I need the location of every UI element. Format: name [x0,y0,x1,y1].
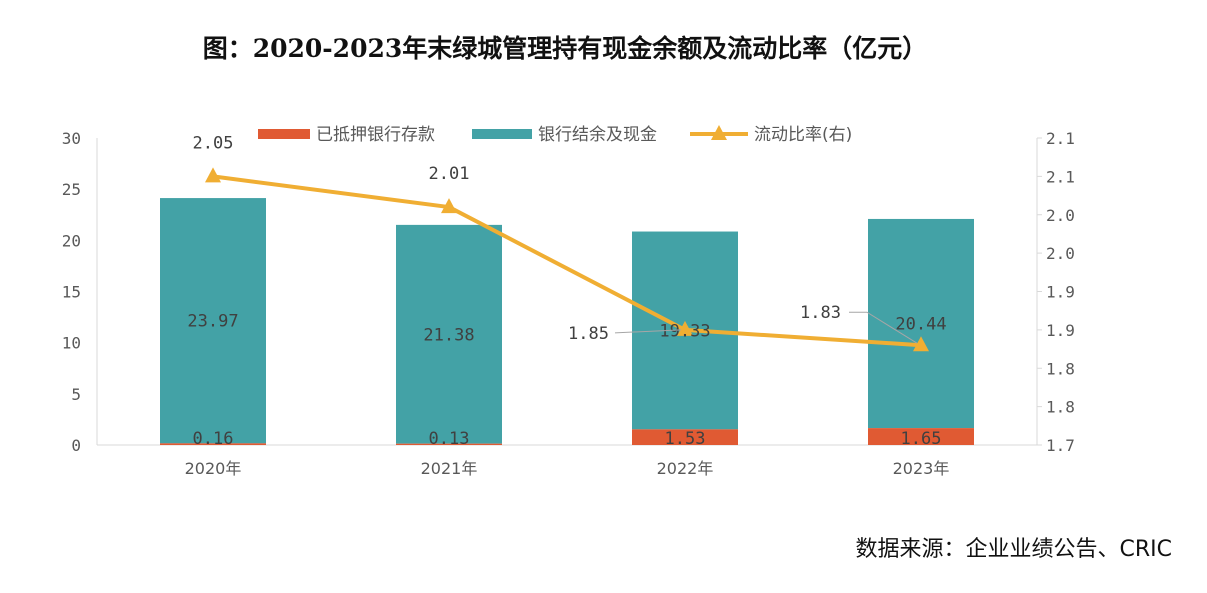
legend-label-pledged: 已抵押银行存款 [316,125,435,145]
source-note: 数据来源：企业业绩公告、CRIC [856,537,1173,562]
bar-label-pledged-deposit: 0.16 [193,429,234,449]
chart-title: 图：2020-2023年末绿城管理持有现金余额及流动比率（亿元） [203,34,928,63]
right-tick-label: 2.1 [1046,129,1075,148]
data-labels: 23.97 0.16 21.38 0.13 19.33 1.53 20.44 1.65 2.05… [187,133,946,449]
bar-bank-balance [396,224,502,444]
ratio-label: 2.01 [429,164,470,184]
x-tick-label: 2020年 [185,459,242,478]
legend: 已抵押银行存款 银行结余及现金 流动比率(右) [258,125,852,145]
x-tick-label: 2021年 [421,459,478,478]
bar-label-pledged-deposit: 1.65 [901,429,942,449]
bar-label-bank-balance: 20.44 [895,315,946,335]
bar-pledged-deposit [632,429,738,445]
ratio-label: 2.05 [193,133,234,153]
bar-label-bank-balance: 21.38 [423,325,474,345]
legend-label-ratio: 流动比率(右) [754,125,852,145]
axes: 0 5 10 15 20 25 30 1.7 1.8 1.8 1.9 1.9 2.0 2.0 2.1 2.1 2… [62,129,1075,478]
legend-swatch-balance [472,129,532,139]
bars [160,198,974,445]
legend-label-balance: 银行结余及现金 [538,125,657,145]
x-tick-label: 2022年 [657,459,714,478]
left-tick-label: 0 [71,436,81,455]
right-tick-label: 1.9 [1046,321,1075,340]
x-tick-label: 2023年 [893,459,950,478]
left-tick-label: 10 [62,334,81,353]
ratio-line [205,167,929,352]
bar-label-pledged-deposit: 0.13 [429,429,470,449]
ratio-marker [913,336,929,352]
right-tick-label: 2.0 [1046,206,1075,225]
right-tick-label: 1.8 [1046,359,1075,378]
left-tick-label: 20 [62,231,81,250]
left-tick-label: 25 [62,180,81,199]
right-tick-label: 1.7 [1046,436,1075,455]
bar-label-bank-balance: 23.97 [187,312,238,332]
bar-pledged-deposit [160,443,266,445]
ratio-leader-line [849,311,918,344]
ratio-label: 1.85 [568,324,609,344]
ratio-label: 1.83 [800,303,841,323]
ratio-marker [205,167,221,183]
ratio-marker [677,320,693,336]
bar-bank-balance [160,198,266,444]
right-tick-label: 2.1 [1046,167,1075,186]
right-tick-label: 1.8 [1046,398,1075,417]
bar-pledged-deposit [396,443,502,445]
legend-swatch-pledged [258,129,310,139]
bar-label-pledged-deposit: 1.53 [665,429,706,449]
bar-label-bank-balance: 19.33 [659,321,710,341]
right-tick-label: 2.0 [1046,244,1075,263]
ratio-leader-line [614,329,682,334]
ratio-marker [441,198,457,214]
left-tick-label: 5 [71,385,81,404]
legend-marker-ratio [711,125,727,140]
right-tick-label: 1.9 [1046,283,1075,302]
ratio-line-path [212,174,922,348]
bar-pledged-deposit [868,428,974,445]
left-tick-label: 15 [62,283,81,302]
left-tick-label: 30 [62,129,81,148]
